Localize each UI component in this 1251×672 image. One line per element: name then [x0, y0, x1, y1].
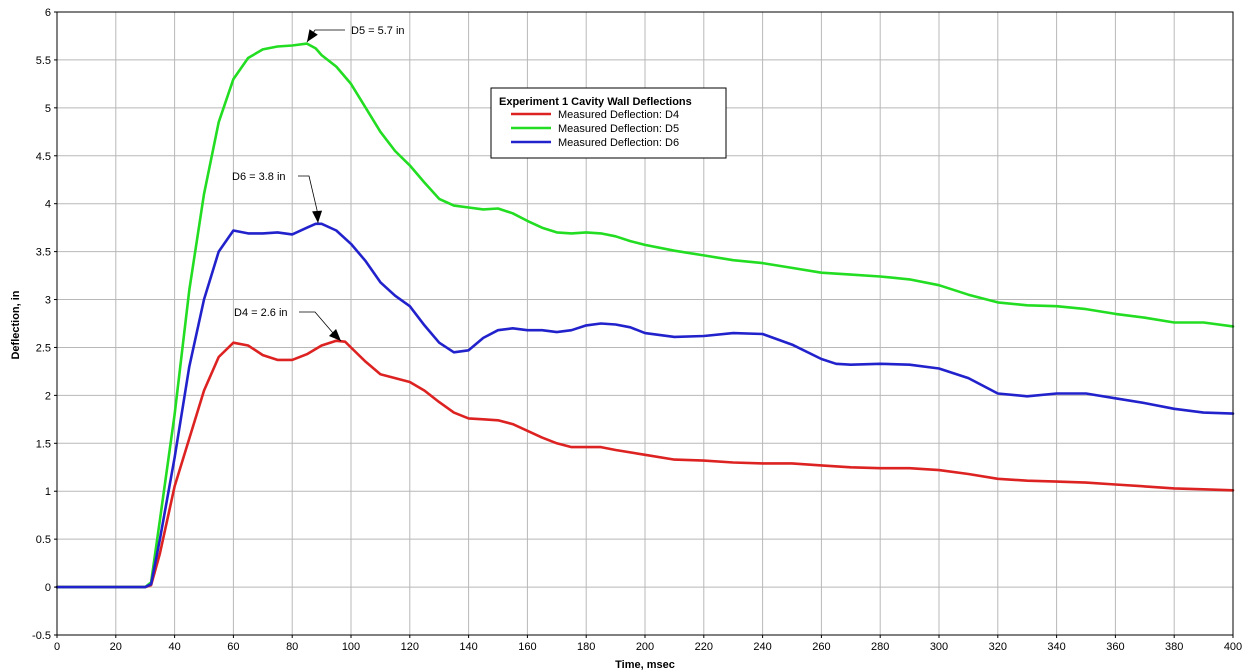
legend-label-d5: Measured Deflection: D5 [558, 123, 679, 135]
y-tick-label: 1.5 [36, 438, 51, 450]
x-tick-label: 180 [577, 641, 595, 653]
x-tick-label: 300 [930, 641, 948, 653]
y-tick-label: 3.5 [36, 247, 51, 259]
x-tick-label: 120 [401, 641, 419, 653]
y-tick-label: 6 [45, 7, 51, 19]
x-tick-label: 140 [459, 641, 477, 653]
series-line-d6 [55, 222, 1235, 589]
x-axis-ticks: 0 20 40 60 80 100 120 140 160 180 200 220 240 260 280 3… [54, 635, 1242, 653]
annotations: D5 = 5.7 in D6 = 3.8 in D4 = 2.6 in [232, 25, 405, 342]
x-tick-label: 220 [695, 641, 713, 653]
legend: Experiment 1 Cavity Wall DeflectionsMeas… [490, 87, 727, 159]
x-tick-label: 380 [1165, 641, 1183, 653]
x-tick-label: 80 [286, 641, 298, 653]
series-layer [55, 42, 1235, 589]
y-axis-title: Deflection, in [10, 290, 22, 359]
x-tick-label: 400 [1224, 641, 1242, 653]
legend-label-d4: Measured Deflection: D4 [558, 109, 679, 121]
y-axis-ticks: -0.5 0 0.5 1 1.5 2 2.5 3 3.5 4 4.5 5 5.5 6 [32, 7, 57, 642]
legend-title: Experiment 1 Cavity Wall Deflections [499, 96, 692, 108]
x-tick-label: 320 [989, 641, 1007, 653]
x-tick-label: 0 [54, 641, 60, 653]
annotation-arrowhead [307, 29, 318, 42]
y-tick-label: 0 [45, 582, 51, 594]
x-tick-label: 240 [753, 641, 771, 653]
y-tick-label: 2 [45, 390, 51, 402]
y-tick-label: 3 [45, 295, 51, 307]
x-tick-label: 20 [110, 641, 122, 653]
series-line-d4 [55, 339, 1235, 589]
x-tick-label: 160 [518, 641, 536, 653]
y-tick-label: 0.5 [36, 534, 51, 546]
x-tick-label: 280 [871, 641, 889, 653]
x-tick-label: 200 [636, 641, 654, 653]
y-tick-label: 1 [45, 486, 51, 498]
annotation-label: D5 = 5.7 in [351, 25, 405, 37]
annotation-d4: D4 = 2.6 in [234, 307, 342, 342]
y-tick-label: 4.5 [36, 151, 51, 163]
x-tick-label: 100 [342, 641, 360, 653]
y-tick-label: 4 [45, 199, 51, 211]
x-axis-title: Time, msec [615, 659, 675, 671]
y-tick-label: 2.5 [36, 342, 51, 354]
y-tick-label: 5 [45, 103, 51, 115]
annotation-arrowhead [312, 210, 323, 223]
x-tick-label: 40 [168, 641, 180, 653]
x-tick-label: 360 [1106, 641, 1124, 653]
y-tick-label: 5.5 [36, 55, 51, 67]
series-line-d5 [55, 42, 1235, 589]
x-tick-label: 60 [227, 641, 239, 653]
legend-box [490, 87, 727, 159]
y-tick-label: -0.5 [32, 630, 51, 642]
annotation-d5: D5 = 5.7 in [306, 25, 405, 43]
annotation-d6: D6 = 3.8 in [232, 171, 323, 224]
x-tick-label: 260 [812, 641, 830, 653]
annotation-label: D4 = 2.6 in [234, 307, 288, 319]
annotation-arrowhead [328, 328, 341, 341]
x-tick-label: 340 [1047, 641, 1065, 653]
legend-label-d6: Measured Deflection: D6 [558, 137, 679, 149]
annotation-label: D6 = 3.8 in [232, 171, 286, 183]
